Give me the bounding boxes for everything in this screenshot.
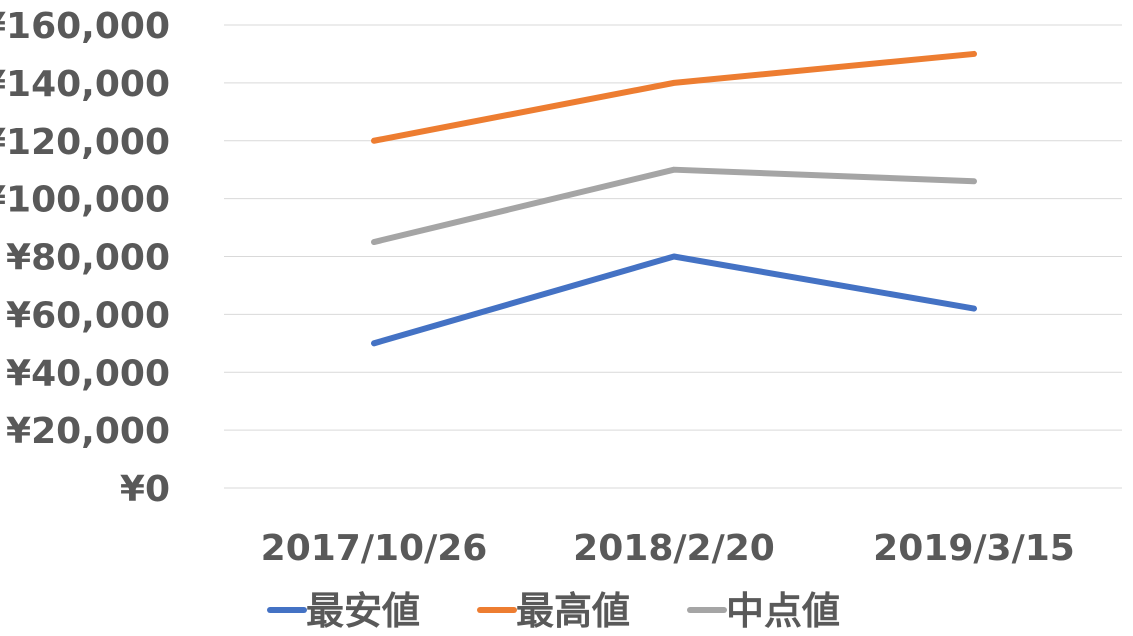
y-tick-label: ¥0 — [120, 469, 170, 510]
series-line — [371, 50, 977, 144]
y-axis-tick-labels: ¥0 ¥20,000 ¥40,000 ¥60,000 ¥80,000 ¥100,000 ¥1… — [0, 6, 170, 510]
y-tick-label: ¥120,000 — [0, 122, 170, 163]
legend-entry: 最高値 — [477, 589, 630, 633]
y-tick-label: ¥20,000 — [6, 411, 170, 452]
legend-entry: 最安値 — [267, 589, 420, 633]
y-tick-label: ¥80,000 — [6, 238, 170, 279]
series-line — [371, 253, 977, 347]
x-tick-label: 2019/3/15 — [873, 528, 1075, 569]
x-tick-label: 2017/10/26 — [261, 528, 488, 569]
y-tick-label: ¥100,000 — [0, 180, 170, 221]
legend: 最安値 最高値 中点値 — [267, 589, 840, 633]
series-line — [371, 166, 977, 246]
legend-entry: 中点値 — [687, 589, 840, 633]
legend-label: 最安値 — [306, 589, 420, 633]
legend-label: 最高値 — [516, 589, 630, 633]
x-tick-label: 2018/2/20 — [573, 528, 775, 569]
x-axis-tick-labels: 2017/10/26 2018/2/20 2019/3/15 — [261, 528, 1075, 569]
legend-label: 中点値 — [726, 589, 840, 633]
y-tick-label: ¥140,000 — [0, 64, 170, 105]
y-tick-label: ¥40,000 — [6, 353, 170, 394]
y-tick-label: ¥160,000 — [0, 6, 170, 47]
series-lines — [371, 50, 977, 347]
y-tick-label: ¥60,000 — [6, 295, 170, 336]
